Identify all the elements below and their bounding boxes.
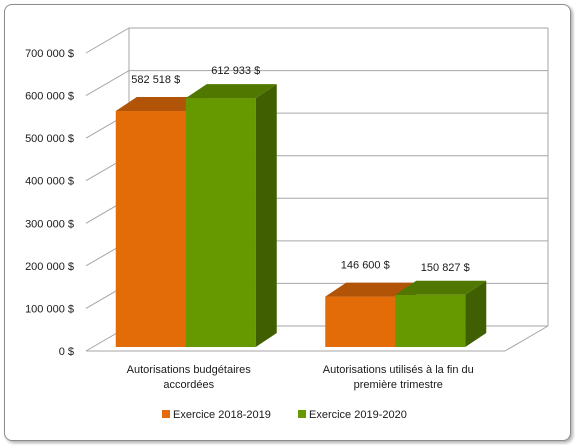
x-category-label: Autorisations budgétaires	[127, 364, 252, 376]
data-label: 146 600 $	[341, 260, 390, 272]
x-category-label: Autorisations utilisés à la fin du	[323, 364, 474, 376]
y-tick-label: 700 000 $	[25, 48, 74, 60]
data-label: 582 518 $	[131, 74, 180, 86]
y-tick-label: 400 000 $	[25, 176, 74, 188]
y-tick-label: 200 000 $	[25, 261, 74, 273]
bar-top	[115, 97, 207, 112]
y-tick-label: 0 $	[59, 346, 74, 358]
legend-swatch	[162, 410, 170, 418]
bar-side	[465, 280, 487, 347]
bar-front	[185, 98, 256, 347]
y-tick-label: 600 000 $	[25, 91, 74, 103]
bar-top	[325, 282, 417, 297]
x-category-label: première trimestre	[354, 379, 443, 391]
legend-entry: Exercice 2018-2019	[173, 409, 271, 421]
bar-top	[395, 280, 487, 295]
bar-side	[255, 84, 277, 347]
chart-frame	[4, 4, 571, 441]
data-label: 150 827 $	[421, 262, 470, 274]
y-tick-label: 300 000 $	[25, 218, 74, 230]
y-tick-label: 100 000 $	[25, 303, 74, 315]
bar-front	[395, 294, 466, 347]
data-label: 612 933 $	[211, 65, 260, 77]
legend-swatch	[298, 410, 306, 418]
gridline-diagonal	[85, 27, 130, 54]
gridline-diagonal	[85, 70, 130, 97]
bar-front	[115, 111, 186, 347]
y-tick-label: 500 000 $	[25, 133, 74, 145]
bar-top	[185, 84, 277, 99]
bar-front	[325, 296, 396, 347]
floor-right-edge	[504, 325, 549, 352]
x-category-label: accordées	[163, 379, 214, 391]
legend-entry: Exercice 2019-2020	[309, 409, 407, 421]
